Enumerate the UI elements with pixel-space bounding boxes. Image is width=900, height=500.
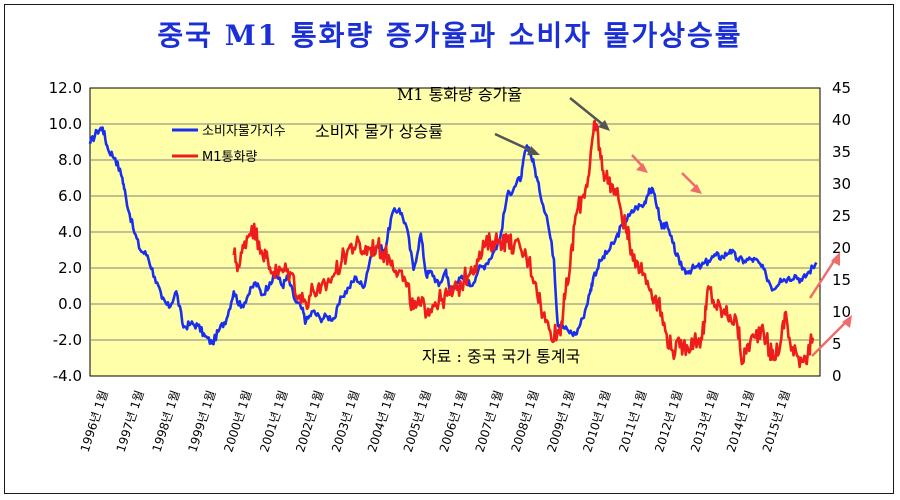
left-tick-label: -2.0 <box>53 331 82 349</box>
left-tick-label: 6.0 <box>58 187 82 205</box>
left-tick-label: 10.0 <box>49 115 82 133</box>
x-tick-label: 2007년 1월 <box>473 389 506 454</box>
right-tick-label: 40 <box>832 111 851 129</box>
legend-label-m1: M1통화량 <box>202 150 257 165</box>
x-tick-label: 2011년 1월 <box>616 389 649 454</box>
legend: 소비자물가지수 M1통화량 <box>172 124 286 165</box>
x-tick-label: 2014년 1월 <box>724 389 757 454</box>
annotation-cpi-rate: 소비자 물가 상승률 <box>315 122 443 141</box>
left-tick-label: 8.0 <box>58 151 82 169</box>
callout-arrow-cpi <box>494 132 535 154</box>
x-tick-label: 2009년 1월 <box>544 389 577 454</box>
x-tick-label: 2003년 1월 <box>329 389 362 454</box>
x-axis-ticks: 1996년 1월 1997년 1월 1998년 1월 1999년 1월 2000년 1월… <box>78 389 793 454</box>
x-tick-label: 2015년 1월 <box>760 389 793 454</box>
x-tick-label: 2013년 1월 <box>688 389 721 454</box>
left-tick-label: 4.0 <box>58 223 82 241</box>
x-tick-label: 2006년 1월 <box>437 389 470 454</box>
left-tick-label: -4.0 <box>53 367 82 385</box>
left-tick-label: 12.0 <box>49 79 82 97</box>
legend-label-cpi: 소비자물가지수 <box>202 124 286 139</box>
left-tick-label: 0.0 <box>58 295 82 313</box>
source-note: 자료 : 중국 국가 통계국 <box>422 347 580 366</box>
trend-arrow-up-2 <box>811 319 849 357</box>
x-tick-label: 2002년 1월 <box>293 389 326 454</box>
callout-arrowhead-m1 <box>598 120 610 131</box>
left-tick-label: 2.0 <box>58 259 82 277</box>
x-tick-label: 1998년 1월 <box>150 389 183 454</box>
x-tick-label: 2004년 1월 <box>365 389 398 454</box>
x-tick-label: 1996년 1월 <box>78 389 111 454</box>
trend-arrow-up-1 <box>808 257 838 299</box>
callout-arrow-m1 <box>569 97 607 128</box>
right-tick-label: 0 <box>832 367 842 385</box>
x-tick-label: 2001년 1월 <box>257 389 290 454</box>
right-tick-label: 10 <box>832 303 851 321</box>
right-tick-label: 5 <box>832 335 842 353</box>
trend-arrowhead-down-2 <box>690 184 702 194</box>
gridlines <box>90 123 820 341</box>
x-tick-label: 1999년 1월 <box>185 389 218 454</box>
trend-arrowhead-down-1 <box>636 163 648 173</box>
right-tick-label: 15 <box>832 271 851 289</box>
right-tick-label: 35 <box>832 143 851 161</box>
annotation-m1-growth: M1 통화량 증가율 <box>397 85 522 104</box>
series-line-m1 <box>232 119 815 369</box>
trend-arrowhead-up-2 <box>842 315 852 328</box>
right-tick-label: 25 <box>832 207 851 225</box>
x-tick-label: 1997년 1월 <box>114 389 147 454</box>
x-tick-label: 2000년 1월 <box>221 389 254 454</box>
chart-title: 중국 M1 통화량 증가율과 소비자 물가상승률 <box>157 19 743 52</box>
x-tick-label: 2005년 1월 <box>401 389 434 454</box>
right-axis-ticks: 45 40 35 30 25 20 15 10 5 0 <box>832 79 851 385</box>
callout-arrows <box>494 97 610 155</box>
x-tick-label: 2010년 1월 <box>580 389 613 454</box>
trend-arrowhead-up-1 <box>831 252 840 266</box>
callout-arrowhead-cpi <box>527 146 540 155</box>
right-tick-label: 30 <box>832 175 851 193</box>
x-tick-label: 2008년 1월 <box>509 389 542 454</box>
trend-arrows <box>631 154 852 357</box>
series-layer <box>88 119 818 369</box>
right-tick-label: 45 <box>832 79 851 97</box>
left-axis-ticks: 12.0 10.0 8.0 6.0 4.0 2.0 0.0 -2.0 -4.0 <box>49 79 82 385</box>
x-tick-label: 2012년 1월 <box>652 389 685 454</box>
right-tick-label: 20 <box>832 239 851 257</box>
